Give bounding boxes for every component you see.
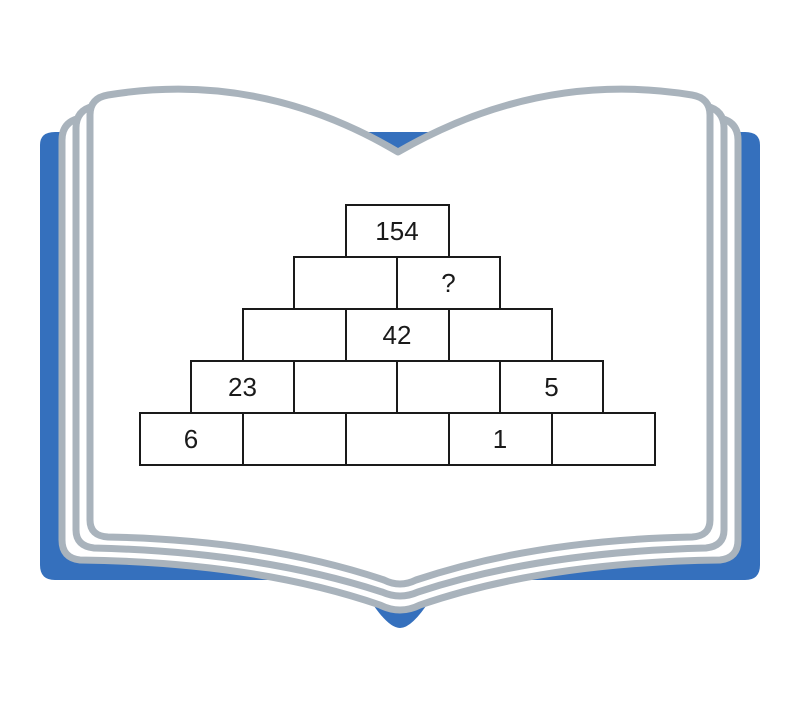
pyramid-brick xyxy=(241,412,347,466)
pyramid-brick xyxy=(550,412,656,466)
pyramid-brick xyxy=(293,256,398,310)
pyramid-brick: ? xyxy=(396,256,501,310)
pyramid-brick: 42 xyxy=(344,308,450,362)
pyramid-brick xyxy=(447,308,553,362)
pyramid-brick xyxy=(396,360,501,414)
pyramid-brick: 1 xyxy=(447,412,553,466)
pyramid-brick: 6 xyxy=(138,412,244,466)
pyramid-brick xyxy=(293,360,398,414)
pyramid-brick xyxy=(344,412,450,466)
pyramid-brick: 154 xyxy=(344,204,450,258)
pyramid-brick: 23 xyxy=(190,360,295,414)
pyramid-brick xyxy=(241,308,347,362)
pyramid-brick: 5 xyxy=(499,360,604,414)
